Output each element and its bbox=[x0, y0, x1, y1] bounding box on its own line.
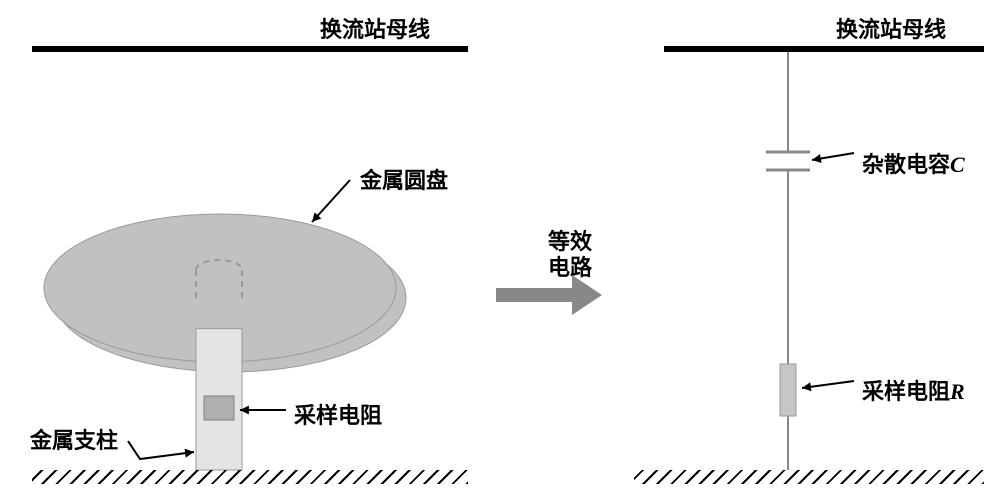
cap-label: 杂散电容C bbox=[862, 147, 965, 179]
resistor-rect bbox=[780, 364, 796, 416]
right-ground-hatch bbox=[634, 470, 984, 484]
res-label: 采样电阻R bbox=[862, 374, 965, 406]
cap-arrow-head bbox=[812, 154, 822, 163]
right-circuit-svg bbox=[0, 0, 1000, 504]
